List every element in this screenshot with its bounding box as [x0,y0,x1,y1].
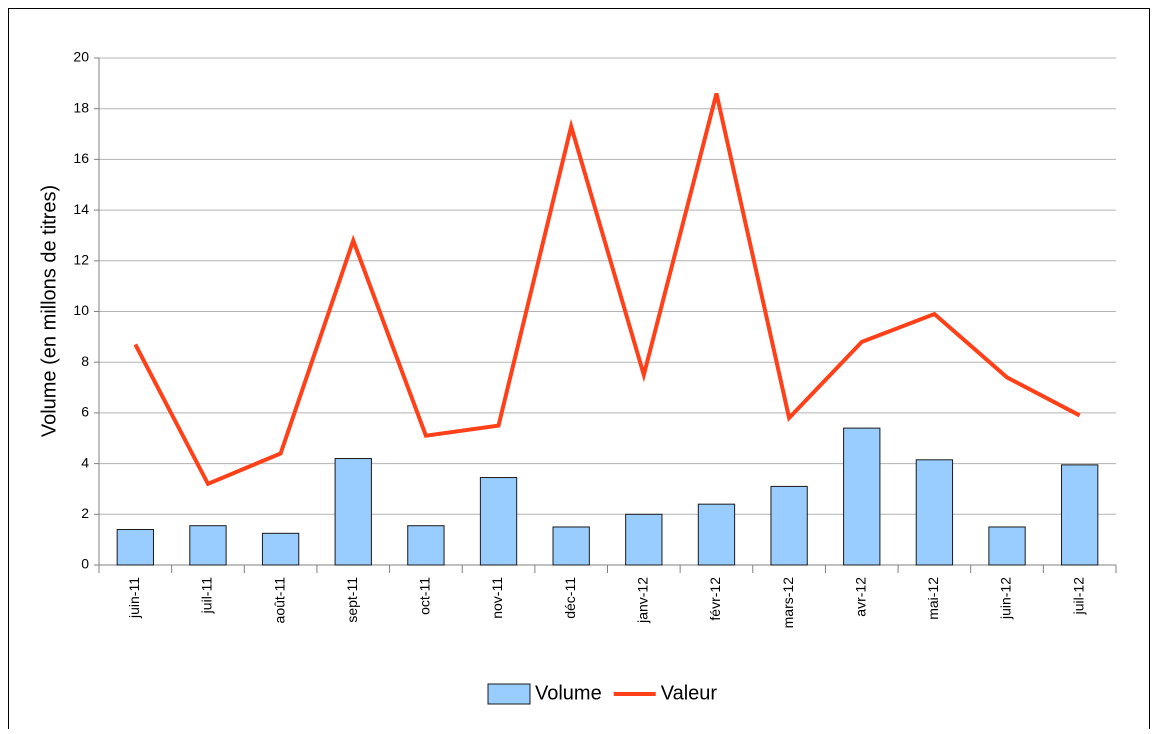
x-tick-label: févr-12 [707,577,723,621]
y-tick-label: 0 [81,556,89,572]
x-tick-label: janv-12 [635,577,651,624]
y-tick-label: 12 [73,252,89,268]
y-axis-title: Volume (en millons de titres) [38,185,60,437]
bar [407,525,445,566]
y-tick-label: 6 [81,404,89,420]
legend-label: Volume [535,682,602,704]
bar [334,458,372,566]
bar [988,526,1026,566]
bar [552,526,590,566]
bar [116,529,154,566]
chart-frame [8,8,1150,734]
x-tick-label: nov-11 [489,577,505,619]
x-tick-label: oct-11 [417,577,433,615]
bar [1061,464,1099,566]
x-tick-label: juin-11 [126,577,142,619]
line [133,92,1081,487]
legend-swatch [487,683,531,705]
x-tick-label: juil-11 [199,577,215,615]
y-tick-label: 2 [81,505,89,521]
y-tick-label: 18 [73,99,89,115]
bar [261,532,300,566]
y-tick-label: 14 [73,201,89,217]
x-tick-label: sept-11 [344,577,360,623]
bar [189,525,227,566]
bar [625,513,663,566]
legend-label: Valeur [661,682,718,704]
y-tick-label: 10 [73,302,89,318]
x-tick-label: mai-12 [925,577,941,620]
x-tick-label: juil-12 [1070,577,1086,616]
x-tick-label: août-11 [271,577,287,624]
y-tick-label: 20 [73,49,89,65]
x-tick-label: mars-12 [780,577,796,629]
bar [697,503,736,566]
bar [770,485,808,566]
bar [915,459,954,566]
bar [843,427,881,566]
y-tick-label: 8 [81,353,89,369]
y-tick-label: 4 [81,454,89,470]
y-tick-label: 16 [73,150,89,166]
x-tick-label: juin-12 [998,577,1014,620]
x-tick-label: avr-12 [852,577,868,617]
x-tick-label: déc-11 [562,577,578,619]
bar [479,477,518,566]
